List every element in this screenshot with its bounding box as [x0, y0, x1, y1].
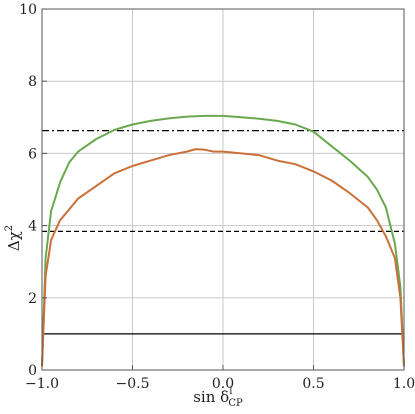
x-axis-label-sub: CP [228, 398, 243, 409]
y-axis-label-sup: 2 [4, 225, 15, 231]
x-tick-label-0: −1.0 [25, 376, 59, 392]
x-tick-label-1: −0.5 [116, 376, 150, 392]
x-axis-label-main: sin δ [193, 388, 229, 406]
y-tick-label-4: 8 [28, 74, 37, 90]
y-tick-label-5: 10 [19, 2, 37, 18]
y-tick-label-3: 6 [28, 146, 37, 162]
y-axis-label: Δχ2 [4, 225, 23, 251]
x-axis-label-sup: l [229, 386, 232, 397]
y-tick-label-1: 2 [28, 291, 37, 307]
grid [41, 8, 405, 371]
x-tick-label-2: 0.0 [212, 376, 234, 392]
y-axis-label-main: Δχ [5, 231, 23, 251]
x-tick-label-4: 1.0 [393, 376, 415, 392]
x-tick-label-3: 0.5 [302, 376, 324, 392]
x-axis-label: sin δl CP [193, 386, 243, 409]
reference-lines [42, 130, 404, 335]
series-line-1 [41, 148, 405, 367]
axis-ticks: −1.0 −0.5 0.0 0.5 1.0 0 2 4 6 8 10 [19, 2, 415, 392]
y-tick-label-2: 4 [28, 219, 37, 235]
series-line-0 [41, 114, 405, 367]
y-tick-label-0: 0 [28, 363, 37, 379]
series-lines [41, 114, 405, 367]
